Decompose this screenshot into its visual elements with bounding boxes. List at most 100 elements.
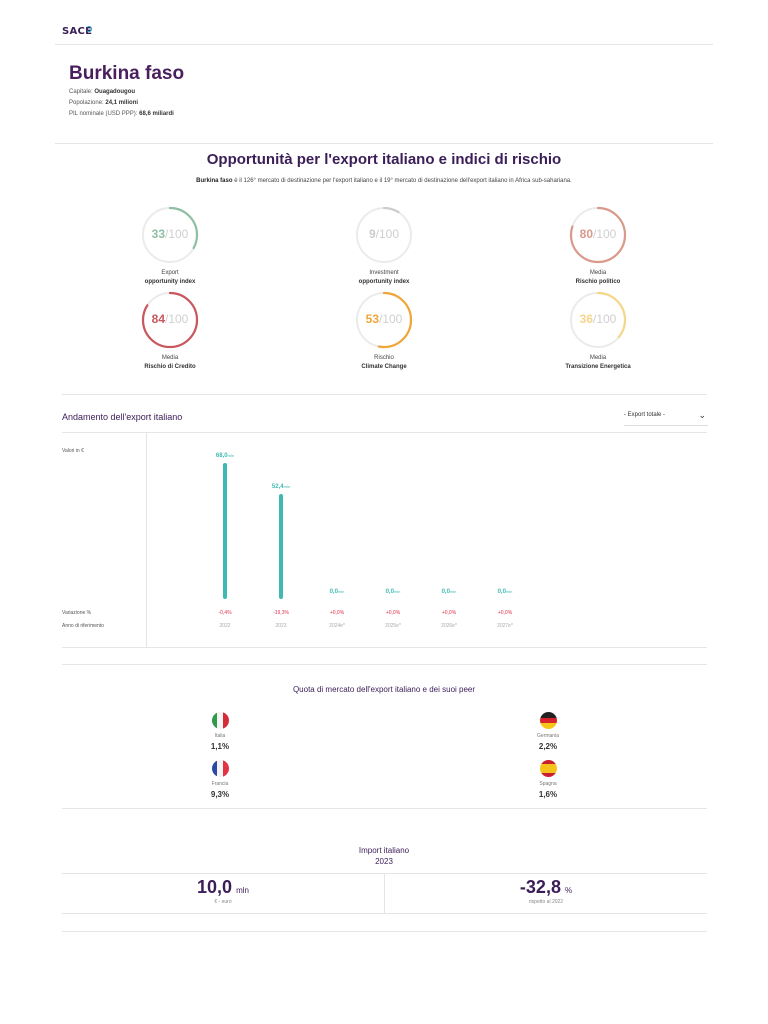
chart-ylabel: Valori in € bbox=[62, 448, 84, 454]
gauge-value: 9/100 bbox=[368, 227, 400, 241]
section-divider bbox=[55, 143, 713, 144]
gauge-label: Media Rischio politico bbox=[575, 270, 621, 285]
export-type-select-value: - Export totale - bbox=[624, 412, 666, 418]
import-value: 10,0 bbox=[197, 877, 233, 897]
gauge-label: Media Rischio di Credito bbox=[144, 355, 196, 370]
gauge-label: Export opportunity index bbox=[144, 270, 196, 285]
page-header: SACE bbox=[0, 0, 768, 46]
italy-flag-icon bbox=[211, 712, 229, 729]
country-name: Burkina faso bbox=[69, 63, 185, 84]
gauge-label: Rischio Climate Change bbox=[361, 355, 407, 370]
gauge-1: 9/100 bbox=[354, 205, 414, 265]
gauge-ring bbox=[355, 206, 413, 264]
population-line: Popolazione: 24,1 milioni bbox=[69, 100, 139, 106]
footer-divider bbox=[62, 931, 707, 932]
import-value-unit: mln bbox=[236, 886, 249, 895]
market-share-title: Quota di mercato dell'export italiano e … bbox=[292, 685, 476, 694]
variation-label: -0,4% bbox=[218, 610, 232, 616]
chevron-down-icon[interactable]: ⌄ bbox=[698, 410, 706, 420]
import-change-unit: % bbox=[564, 886, 573, 895]
peer-francia: Francia 9,3% bbox=[200, 760, 240, 799]
gauge-value: 84/100 bbox=[151, 312, 189, 326]
peer-value: 9,3% bbox=[210, 790, 230, 799]
chart-top-divider bbox=[62, 432, 707, 433]
import-divider bbox=[384, 874, 385, 914]
variation-label: +0,0% bbox=[385, 610, 401, 616]
gauge-ring bbox=[141, 291, 199, 349]
germany-flag-icon bbox=[539, 712, 557, 729]
gauge-5: 36/100 bbox=[568, 290, 628, 350]
year-tick-label: 2025e* bbox=[385, 623, 401, 629]
chart-axis-divider bbox=[146, 432, 147, 647]
import-change-cell: -32,8% rispetto al 2022 bbox=[385, 877, 707, 905]
import-value-sub: € - euro bbox=[214, 899, 232, 905]
gauge-3: 84/100 bbox=[140, 290, 200, 350]
peer-name: Spagna bbox=[539, 781, 557, 787]
export-chart: Valori in € Variazione % Anno di riferim… bbox=[62, 432, 707, 647]
gauge-value: 33/100 bbox=[151, 227, 189, 241]
section-divider bbox=[62, 808, 707, 809]
gauge-ring bbox=[141, 206, 199, 264]
gauge-value: 53/100 bbox=[365, 312, 403, 326]
import-year: 2023 bbox=[375, 857, 393, 866]
import-box: 10,0 mln € - euro -32,8% rispetto al 2022 bbox=[62, 873, 707, 914]
import-value-cell: 10,0 mln € - euro bbox=[62, 877, 384, 905]
import-change: -32,8 bbox=[519, 877, 561, 897]
bar-value-label: 52,4mln bbox=[271, 484, 291, 491]
gauge-ring bbox=[355, 291, 413, 349]
variation-label: +0,0% bbox=[497, 610, 513, 616]
variation-label: -19,3% bbox=[273, 610, 289, 616]
export-chart-title: Andamento dell'export italiano bbox=[62, 412, 183, 422]
year-tick-label: 2027e* bbox=[497, 623, 513, 629]
gauge-label: Investment opportunity index bbox=[358, 270, 410, 285]
header-divider bbox=[55, 44, 713, 45]
bar-value-label: 68,0mln bbox=[215, 453, 235, 459]
gauge-0: 33/100 bbox=[140, 205, 200, 265]
variation-label: +0,0% bbox=[329, 610, 345, 616]
france-flag-icon bbox=[211, 760, 229, 777]
import-title: Import italiano 2023 bbox=[0, 845, 768, 867]
year-tick-label: 2022 bbox=[219, 623, 231, 629]
chart-bar[interactable] bbox=[279, 494, 283, 599]
gauge-2: 80/100 bbox=[568, 205, 628, 265]
section-divider bbox=[62, 664, 707, 665]
gauge-value: 80/100 bbox=[579, 227, 617, 241]
peer-name: Germania bbox=[537, 733, 559, 739]
gauge-ring bbox=[569, 206, 627, 264]
year-tick-label: 2023 bbox=[275, 623, 287, 629]
bar-value-label: 0,0mln bbox=[329, 589, 345, 595]
peer-name: Italia bbox=[214, 733, 226, 739]
peer-germania: Germania 2,2% bbox=[528, 712, 568, 751]
bar-value-label: 0,0mln bbox=[441, 589, 457, 595]
capital-line: Capitale: Ouagadougou bbox=[69, 89, 136, 95]
peer-value: 2,2% bbox=[538, 742, 558, 751]
sace-logo[interactable]: SACE bbox=[62, 26, 93, 37]
section-divider bbox=[62, 394, 707, 395]
chart-bottom-divider bbox=[62, 647, 707, 648]
opportunity-title: Opportunità per l'export italiano e indi… bbox=[206, 151, 562, 168]
variation-row-label: Variazione % bbox=[62, 610, 92, 616]
chart-bar[interactable] bbox=[223, 463, 227, 599]
bar-value-label: 0,0mln bbox=[385, 589, 401, 595]
bar-value-label: 0,0mln bbox=[497, 589, 513, 595]
year-tick-label: 2026e* bbox=[441, 623, 457, 629]
year-tick-label: 2024e* bbox=[329, 623, 345, 629]
peer-italia: Italia 1,1% bbox=[200, 712, 240, 751]
variation-label: +0,0% bbox=[441, 610, 457, 616]
year-row-label: Anno di riferimento bbox=[62, 623, 104, 629]
gauge-ring bbox=[569, 291, 627, 349]
peer-value: 1,1% bbox=[210, 742, 230, 751]
peer-spagna: Spagna 1,6% bbox=[528, 760, 568, 799]
import-change-sub: rispetto al 2022 bbox=[528, 899, 564, 905]
logo-mark-icon bbox=[86, 26, 92, 32]
peer-name: Francia bbox=[211, 781, 229, 787]
gauge-label: Media Transizione Energetica bbox=[565, 355, 631, 370]
export-type-select[interactable]: - Export totale - ⌄ bbox=[624, 410, 708, 426]
import-title-text: Import italiano bbox=[358, 846, 410, 855]
gauge-4: 53/100 bbox=[354, 290, 414, 350]
spain-flag-icon bbox=[539, 760, 557, 777]
gauge-value: 36/100 bbox=[579, 312, 617, 326]
peer-value: 1,6% bbox=[538, 790, 558, 799]
gdp-line: PIL nominale (USD PPP): 68,6 miliardi bbox=[69, 111, 174, 117]
opportunity-subtitle: Burkina faso è il 126° mercato di destin… bbox=[196, 178, 572, 184]
